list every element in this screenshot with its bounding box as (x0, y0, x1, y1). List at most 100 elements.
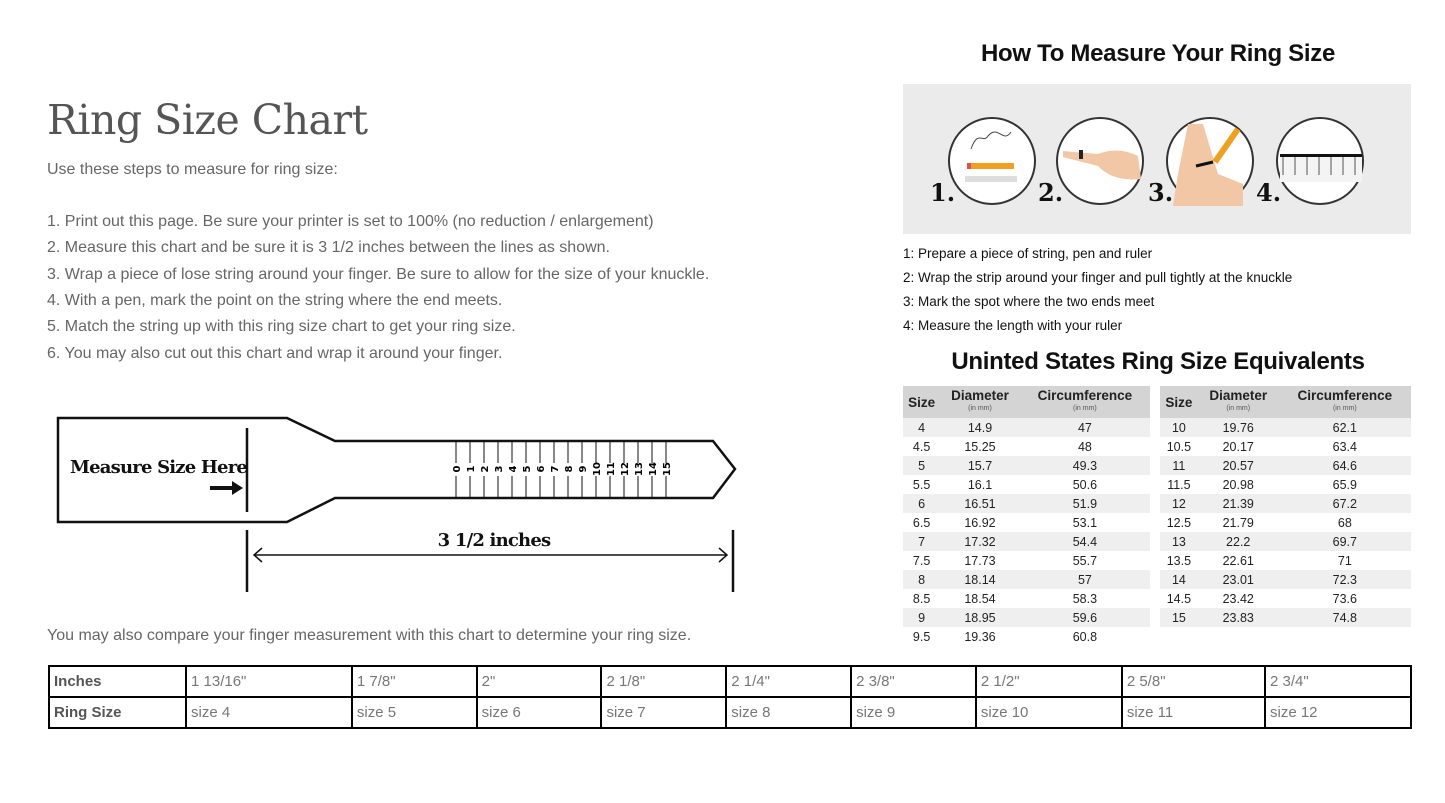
cell: 10 (1160, 418, 1198, 437)
instruction-step: 3. Wrap a piece of lose string around yo… (47, 265, 710, 283)
instruction-step: 1. Print out this page. Be sure your pri… (47, 213, 654, 230)
scale-label: 10 (592, 462, 603, 476)
cell: 15.7 (940, 456, 1020, 475)
cell: 19.76 (1197, 418, 1279, 437)
cell: 9.5 (903, 627, 941, 646)
cell: 14 (1160, 570, 1198, 589)
cell: 2 1/2" (974, 665, 1123, 698)
cell: 60.8 (1019, 627, 1150, 646)
cell: 71 (1278, 551, 1411, 570)
scale-label: 4 (508, 465, 519, 472)
cell: size 9 (850, 696, 977, 729)
table-row: 13.5 22.61 71 (1160, 551, 1411, 570)
string-icon (970, 131, 1012, 150)
cell: 20.98 (1197, 475, 1279, 494)
cell: 7 (903, 532, 941, 551)
scale-label: 12 (620, 462, 631, 476)
cell: 53.1 (1019, 513, 1150, 532)
cell: 55.7 (1019, 551, 1150, 570)
inches-size-table: Inches 1 13/16" 1 7/8" 2" 2 1/8" 2 1/4" 2 3/8"… (48, 665, 1413, 729)
cell: 51.9 (1019, 494, 1150, 513)
scale-label: 2 (480, 465, 491, 472)
cell: 8.5 (903, 589, 941, 608)
cell: 69.7 (1278, 532, 1411, 551)
cell: 19.36 (940, 627, 1020, 646)
instruction-step: 6. You may also cut out this chart and w… (47, 344, 503, 362)
length-label: 3 1/2 inches (438, 530, 551, 551)
cell: 11.5 (1160, 475, 1198, 494)
cell: 14.5 (1160, 589, 1198, 608)
cell: 17.73 (940, 551, 1020, 570)
table-row (1160, 627, 1411, 646)
scale-label: 6 (536, 465, 547, 472)
diameter-header: Diameter (in mm) (940, 386, 1020, 418)
cell: 22.2 (1197, 532, 1279, 551)
steps-illustration: 1. 2. 3. 4. (903, 84, 1411, 234)
circumference-header: Circumference (in mm) (1019, 386, 1150, 418)
sizer-scale: 0 1 2 3 4 5 6 7 8 9 10 11 12 13 14 15 (452, 441, 673, 498)
scale-label: 3 (494, 465, 505, 472)
scale-label: 0 (452, 465, 463, 472)
cell: 20.57 (1197, 456, 1279, 475)
cell: 63.4 (1278, 437, 1411, 456)
measure-step: 2: Wrap the strip around your finger and… (903, 270, 1293, 285)
cell: 21.79 (1197, 513, 1279, 532)
ruler-icon (1280, 154, 1362, 157)
cell: size 5 (350, 696, 478, 729)
cell: 5 (903, 456, 941, 475)
table-row: 8.5 18.54 58.3 (903, 589, 1150, 608)
cell: 57 (1019, 570, 1150, 589)
row-header: Ring Size (48, 696, 187, 729)
how-to-title: How To Measure Your Ring Size (980, 40, 1336, 67)
scale-label: 13 (634, 462, 645, 476)
scale-label: 9 (578, 465, 589, 472)
cell: 4.5 (903, 437, 941, 456)
cell: 64.6 (1278, 456, 1411, 475)
cell: size 10 (974, 696, 1123, 729)
scale-label: 15 (662, 462, 673, 476)
cell: 2 3/8" (850, 665, 977, 698)
table-row: 10.5 20.17 63.4 (1160, 437, 1411, 456)
cell: 62.1 (1278, 418, 1411, 437)
table-row: 14 23.01 72.3 (1160, 570, 1411, 589)
cell (1160, 627, 1198, 646)
table-row: 5.5 16.1 50.6 (903, 475, 1150, 494)
cell: 68 (1278, 513, 1411, 532)
measure-size-label: Measure Size Here (70, 457, 247, 478)
instruction-step: 4. With a pen, mark the point on the str… (47, 291, 503, 309)
table-row: 11.5 20.98 65.9 (1160, 475, 1411, 494)
us-size-title: Uninted States Ring Size Equivalents (951, 348, 1365, 375)
row-header: Inches (48, 665, 187, 698)
cell: 6.5 (903, 513, 941, 532)
cell: 54.4 (1019, 532, 1150, 551)
scale-label: 7 (550, 465, 561, 472)
cell: 18.54 (940, 589, 1020, 608)
circumference-header: Circumference (in mm) (1278, 386, 1411, 418)
cell: 12.5 (1160, 513, 1198, 532)
cell: size 4 (185, 696, 353, 729)
cell: 11 (1160, 456, 1198, 475)
table-row: 11 20.57 64.6 (1160, 456, 1411, 475)
measure-step: 1: Prepare a piece of string, pen and ru… (903, 246, 1153, 261)
cell: size 12 (1263, 696, 1413, 729)
page-title: Ring Size Chart (47, 96, 368, 144)
arrow-right-icon (210, 481, 243, 495)
cell: size 8 (725, 696, 853, 729)
cell (1197, 627, 1279, 646)
cell: 16.51 (940, 494, 1020, 513)
instruction-step: 5. Match the string up with this ring si… (47, 318, 516, 336)
table-row: 15 23.83 74.8 (1160, 608, 1411, 627)
cell: 6 (903, 494, 941, 513)
table-row: 7 17.32 54.4 (903, 532, 1150, 551)
measure-step: 3: Mark the spot where the two ends meet (903, 294, 1155, 309)
table-row: 13 22.2 69.7 (1160, 532, 1411, 551)
table-row: 5 15.7 49.3 (903, 456, 1150, 475)
cell: 21.39 (1197, 494, 1279, 513)
cell: 12 (1160, 494, 1198, 513)
pencil-icon (1212, 127, 1241, 164)
cell: 67.2 (1278, 494, 1411, 513)
cell: 48 (1019, 437, 1150, 456)
intro-text: Use these steps to measure for ring size… (47, 161, 338, 178)
cell: 23.83 (1197, 608, 1279, 627)
cell: 2 5/8" (1120, 665, 1266, 698)
